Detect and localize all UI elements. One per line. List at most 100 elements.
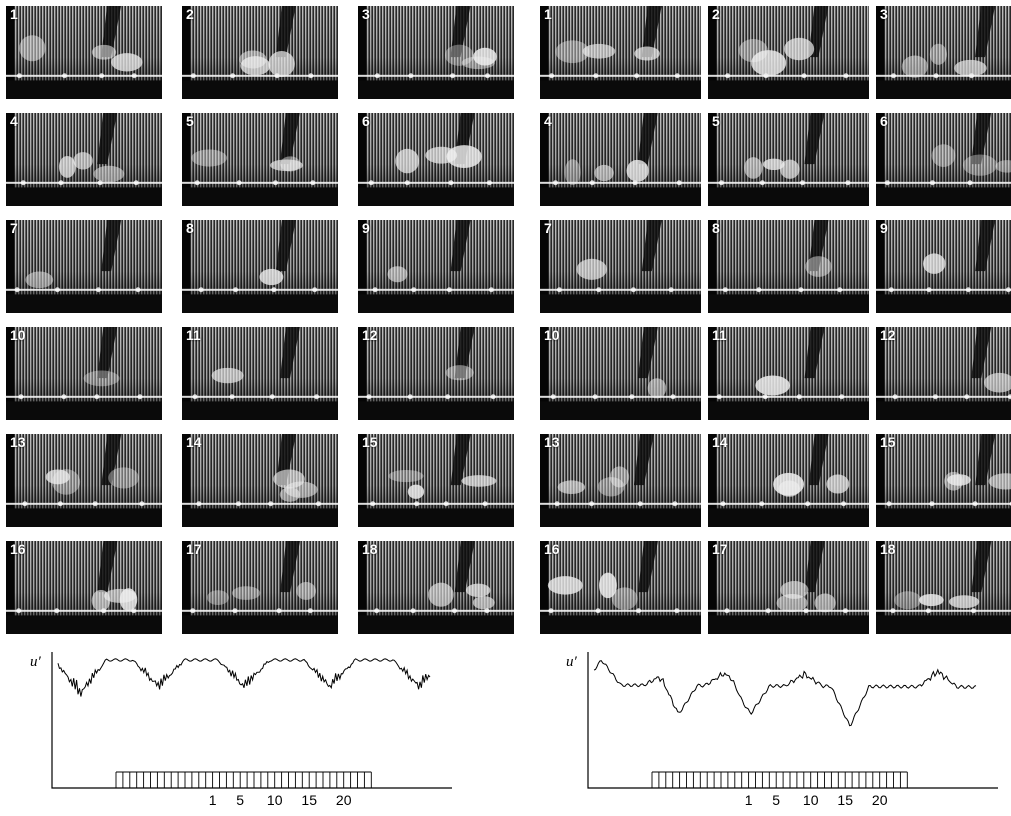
tick-label: 10 <box>803 792 819 808</box>
flow-photo <box>6 541 162 634</box>
frame-number: 14 <box>712 434 728 450</box>
tick-label: 20 <box>872 792 888 808</box>
flow-photo <box>182 541 338 634</box>
flow-photo <box>708 327 869 420</box>
flow-photo <box>708 541 869 634</box>
flow-frame: 4 <box>540 113 701 206</box>
frame-number: 12 <box>362 327 378 343</box>
frame-number: 2 <box>186 6 194 22</box>
tick-label: 1 <box>745 792 753 808</box>
velocity-trace: u′ 1 5 10 15 20 <box>536 640 1006 816</box>
frame-number: 4 <box>544 113 552 129</box>
flow-photo <box>540 434 701 527</box>
flow-photo <box>358 220 514 313</box>
flow-frame: 17 <box>708 541 869 634</box>
trace-ylabel: u′ <box>566 654 578 670</box>
frame-number: 14 <box>186 434 202 450</box>
flow-photo <box>6 6 162 99</box>
flow-frame: 5 <box>708 113 869 206</box>
flow-photo <box>708 220 869 313</box>
frame-number: 3 <box>880 6 888 22</box>
trace-axes <box>51 652 452 789</box>
flow-photo <box>358 434 514 527</box>
tick-label: 10 <box>267 792 283 808</box>
flow-photo <box>540 6 701 99</box>
frame-number: 7 <box>544 220 552 236</box>
trace-ylabel: u′ <box>30 654 42 670</box>
flow-photo <box>540 113 701 206</box>
frame-number: 2 <box>712 6 720 22</box>
flow-frame: 2 <box>182 6 338 99</box>
frame-number: 8 <box>712 220 720 236</box>
frame-number: 12 <box>880 327 896 343</box>
flow-frame: 10 <box>540 327 701 420</box>
flow-frame: 7 <box>6 220 162 313</box>
frame-number: 17 <box>186 541 202 557</box>
trace-plot: u′1 5 10 15 20 <box>30 652 452 808</box>
tick-label: 20 <box>336 792 352 808</box>
flow-photo <box>358 113 514 206</box>
frame-number: 7 <box>10 220 18 236</box>
frame-number: 1 <box>10 6 18 22</box>
frame-number: 8 <box>186 220 194 236</box>
flow-frame: 7 <box>540 220 701 313</box>
trace-plot: u′1 5 10 15 20 <box>566 652 998 808</box>
trace-signal <box>57 658 431 697</box>
flow-frame: 15 <box>358 434 514 527</box>
flow-photo <box>6 327 162 420</box>
flow-frame: 2 <box>708 6 869 99</box>
flow-frame: 13 <box>540 434 701 527</box>
flow-frame: 8 <box>182 220 338 313</box>
flow-frame: 9 <box>358 220 514 313</box>
flow-photo <box>876 113 1011 206</box>
flow-photo <box>182 6 338 99</box>
trace-axes <box>587 652 998 789</box>
frame-number: 16 <box>10 541 26 557</box>
flow-frame: 9 <box>876 220 1011 313</box>
frame-number: 15 <box>362 434 378 450</box>
flow-frame: 1 <box>6 6 162 99</box>
flow-frame: 14 <box>182 434 338 527</box>
frame-number: 5 <box>712 113 720 129</box>
frame-number: 18 <box>362 541 378 557</box>
flow-photo <box>540 220 701 313</box>
flow-frame: 16 <box>6 541 162 634</box>
flow-photo <box>6 220 162 313</box>
flow-photo <box>182 220 338 313</box>
flow-frame: 6 <box>358 113 514 206</box>
flow-photo <box>182 434 338 527</box>
tick-label: 15 <box>837 792 853 808</box>
flow-photo <box>876 541 1011 634</box>
flow-frame: 3 <box>358 6 514 99</box>
flow-frame: 11 <box>182 327 338 420</box>
frame-number: 9 <box>880 220 888 236</box>
flow-photo <box>358 327 514 420</box>
frame-number: 18 <box>880 541 896 557</box>
frame-number: 9 <box>362 220 370 236</box>
left-panel: 1 2 3 4 5 6 7 8 9 10 11 12 13 14 15 16 17 18 u′ 1 5 10 15 20 <box>0 0 514 816</box>
flow-photo <box>876 6 1011 99</box>
tick-label: 5 <box>236 792 244 808</box>
flow-frame: 6 <box>876 113 1011 206</box>
frame-number: 17 <box>712 541 728 557</box>
flow-photo <box>708 113 869 206</box>
frame-number: 3 <box>362 6 370 22</box>
frame-number: 10 <box>10 327 26 343</box>
flow-frame: 4 <box>6 113 162 206</box>
tick-label: 15 <box>301 792 317 808</box>
flow-photo <box>358 541 514 634</box>
flow-frame: 18 <box>358 541 514 634</box>
flow-frame: 1 <box>540 6 701 99</box>
flow-frame: 13 <box>6 434 162 527</box>
frame-number: 6 <box>362 113 370 129</box>
flow-frame: 17 <box>182 541 338 634</box>
tick-label: 5 <box>772 792 780 808</box>
flow-photo <box>708 434 869 527</box>
flow-frame: 15 <box>876 434 1011 527</box>
tick-label: 1 <box>209 792 217 808</box>
frame-number: 13 <box>10 434 26 450</box>
flow-frame: 11 <box>708 327 869 420</box>
frame-number: 1 <box>544 6 552 22</box>
frame-number: 5 <box>186 113 194 129</box>
frame-number: 10 <box>544 327 560 343</box>
